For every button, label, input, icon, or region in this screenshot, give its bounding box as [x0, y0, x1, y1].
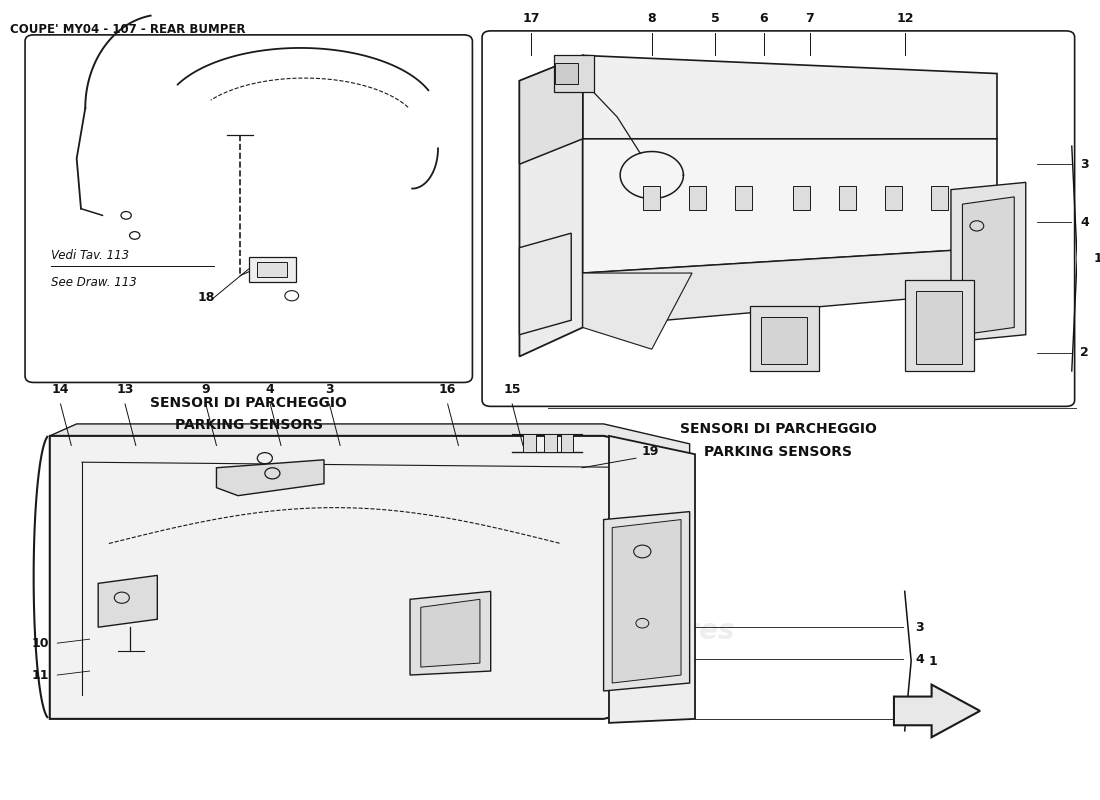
Polygon shape: [583, 273, 692, 350]
Bar: [735, 186, 752, 210]
Polygon shape: [583, 139, 997, 273]
Text: eurospares: eurospares: [151, 306, 326, 334]
Text: 3: 3: [915, 621, 924, 634]
Polygon shape: [410, 591, 491, 675]
Bar: [839, 186, 856, 210]
Text: 10: 10: [32, 637, 50, 650]
Polygon shape: [217, 460, 324, 496]
Text: 1: 1: [1093, 252, 1100, 265]
Text: 2: 2: [915, 712, 924, 726]
Bar: [690, 186, 706, 210]
Text: 4: 4: [266, 383, 275, 396]
Polygon shape: [519, 55, 583, 164]
Text: 3: 3: [1080, 158, 1089, 170]
FancyBboxPatch shape: [25, 35, 472, 382]
Bar: [749, 306, 818, 371]
Bar: [905, 280, 974, 371]
Text: SENSORI DI PARCHEGGIO: SENSORI DI PARCHEGGIO: [680, 422, 877, 436]
Bar: [644, 186, 660, 210]
Polygon shape: [421, 599, 480, 667]
Text: 11: 11: [32, 669, 50, 682]
Text: 12: 12: [896, 11, 914, 25]
Bar: [522, 434, 536, 452]
Text: PARKING SENSORS: PARKING SENSORS: [704, 445, 852, 458]
Text: PARKING SENSORS: PARKING SENSORS: [175, 418, 322, 431]
Bar: [554, 55, 594, 92]
Bar: [793, 186, 810, 210]
Text: COUPE' MY04 - 107 - REAR BUMPER: COUPE' MY04 - 107 - REAR BUMPER: [10, 23, 245, 36]
Bar: [544, 434, 558, 452]
Bar: [556, 62, 579, 85]
Polygon shape: [50, 436, 690, 719]
FancyBboxPatch shape: [482, 31, 1075, 406]
Text: eurospares: eurospares: [559, 306, 735, 334]
Text: 13: 13: [117, 383, 134, 396]
Text: Vedi Tav. 113: Vedi Tav. 113: [51, 249, 129, 262]
Polygon shape: [519, 55, 583, 357]
Bar: [257, 262, 287, 278]
Polygon shape: [613, 519, 681, 683]
Text: 18: 18: [197, 291, 215, 304]
Bar: [916, 291, 962, 364]
Polygon shape: [583, 248, 997, 327]
Text: 14: 14: [52, 383, 69, 396]
Polygon shape: [583, 55, 997, 139]
Text: SENSORI DI PARCHEGGIO: SENSORI DI PARCHEGGIO: [151, 396, 348, 410]
Polygon shape: [609, 436, 695, 723]
Bar: [884, 186, 902, 210]
Text: 1: 1: [928, 654, 937, 667]
Text: 9: 9: [201, 383, 210, 396]
Text: eurospares: eurospares: [559, 617, 735, 645]
Text: 6: 6: [760, 11, 768, 25]
Text: 19: 19: [641, 446, 659, 458]
Polygon shape: [952, 182, 1025, 342]
Polygon shape: [962, 197, 1014, 334]
Text: 7: 7: [805, 11, 814, 25]
Polygon shape: [604, 512, 690, 691]
Text: 17: 17: [522, 11, 540, 25]
Bar: [561, 434, 573, 452]
Text: See Draw. 113: See Draw. 113: [51, 276, 136, 289]
Text: 3: 3: [326, 383, 333, 396]
Text: 2: 2: [1080, 346, 1089, 359]
Text: 4: 4: [915, 653, 924, 666]
Polygon shape: [50, 424, 690, 456]
Polygon shape: [894, 685, 980, 738]
Text: 15: 15: [504, 383, 521, 396]
Polygon shape: [98, 575, 157, 627]
Text: 16: 16: [439, 383, 456, 396]
Bar: [761, 317, 807, 364]
Text: 8: 8: [648, 11, 656, 25]
Bar: [249, 258, 296, 282]
Text: 4: 4: [1080, 216, 1089, 229]
Polygon shape: [519, 233, 571, 334]
Bar: [931, 186, 948, 210]
Text: 5: 5: [711, 11, 719, 25]
